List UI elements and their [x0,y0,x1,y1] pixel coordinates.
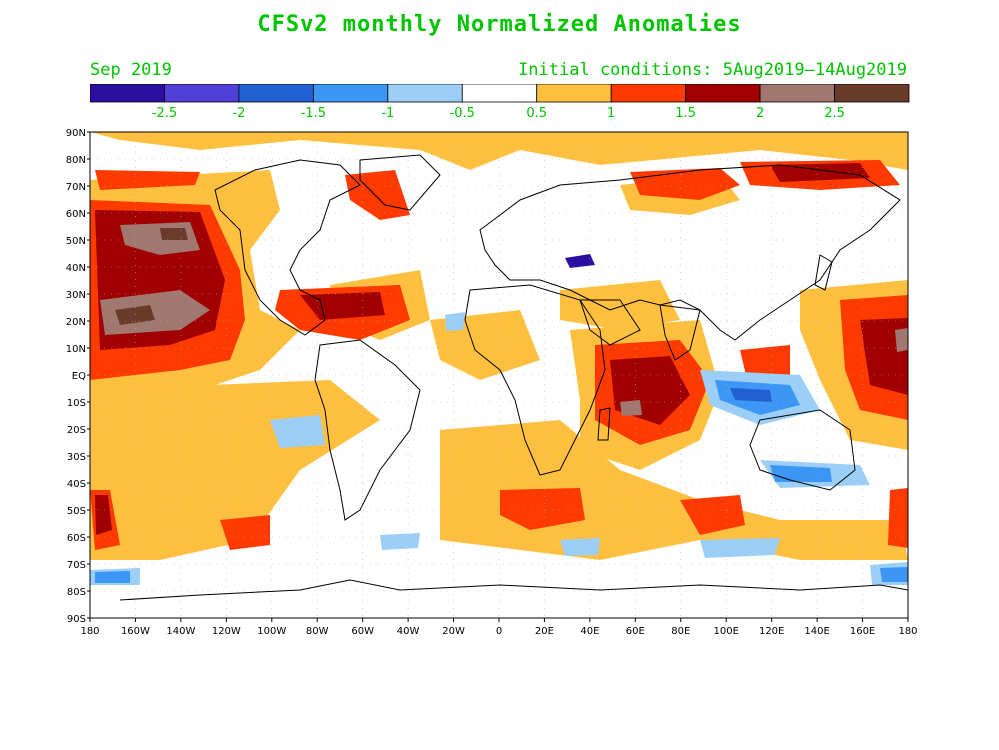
map-title: CFSv2 monthly Normalized Anomalies [257,12,742,37]
lon-label: 100E [714,626,739,637]
longitude-labels: 180 160W 140W 120W 100W 80W 60W 40W 20W 0 20E 40E 60… [80,626,917,637]
colorbar-label: 0.5 [526,106,547,120]
colorbar-box [312,84,389,103]
lat-label: 60S [67,533,86,544]
colorbar: -2.5 -2 -1.5 -1 -0.5 0.5 1 1.5 2 2.5 [90,84,910,120]
colorbar-label: 1 [607,106,615,120]
lon-label: 120E [759,626,784,637]
colorbar-label: -2.5 [152,106,177,120]
colorbar-box [834,84,910,103]
colorbar-box [536,84,612,103]
lat-label: 20S [67,425,86,436]
colorbar-box [759,84,835,103]
forecast-month: Sep 2019 [90,60,172,80]
lat-label: 50S [67,506,86,517]
lat-label: 10S [67,398,86,409]
lon-label: 180 [898,626,917,637]
colorbar-box [387,84,463,103]
lon-label: 0 [496,626,502,637]
colorbar-box [610,84,687,103]
lat-label: 10N [66,344,86,355]
lat-label: 80S [67,587,86,598]
colorbar-label: -1 [381,106,394,120]
lon-label: 80E [671,626,690,637]
lat-label: 30S [67,452,86,463]
lon-label: 60E [626,626,645,637]
lon-label: 20W [442,626,465,637]
lat-label: 20N [66,317,86,328]
lat-label: 90N [66,128,86,139]
lon-label: 60W [351,626,374,637]
lat-label: 70N [66,182,86,193]
lon-label: 40E [580,626,599,637]
colorbar-box [238,84,314,103]
lon-label: 20E [535,626,554,637]
lon-label: 140E [804,626,829,637]
lon-label: 40W [397,626,420,637]
colorbar-label: -2 [232,106,245,120]
colorbar-box [685,84,761,103]
colorbar-label: 2 [756,106,764,120]
initial-conditions: Initial conditions: 5Aug2019—14Aug2019 [518,60,907,80]
lon-label: 160W [121,626,150,637]
colorbar-label: -0.5 [450,106,475,120]
lon-label: 80W [306,626,329,637]
axis-ticks [87,131,909,622]
lon-label: 180 [80,626,99,637]
lat-label: 40N [66,263,86,274]
lat-label: 70S [67,560,86,571]
colorbar-label: 1.5 [675,106,696,120]
colorbar-box [90,84,165,103]
anomaly-mid-blue [730,388,772,402]
lat-label: 40S [67,479,86,490]
lat-label: 80N [66,155,86,166]
anomaly-map: 90N 80N 70N 60N 50N 40N 30N 20N 10N EQ 10S 20S 30S 40… [66,128,918,637]
anomaly-fields [90,132,908,585]
lat-label: 50N [66,236,86,247]
lat-label: 60N [66,209,86,220]
lat-label: EQ [72,371,86,382]
lat-label: 90S [67,614,86,625]
lon-label: 140W [166,626,195,637]
coastlines [119,154,908,601]
lat-label: 30N [66,290,86,301]
anomaly-dark-blue [565,254,595,268]
colorbar-box [164,84,240,103]
lon-label: 160E [850,626,875,637]
colorbar-label: -1.5 [301,106,326,120]
lon-label: 120W [212,626,241,637]
colorbar-label: 2.5 [824,106,845,120]
latitude-labels: 90N 80N 70N 60N 50N 40N 30N 20N 10N EQ 10S 20S 30S 40… [66,128,86,625]
colorbar-box [461,84,538,103]
lon-label: 100W [257,626,286,637]
